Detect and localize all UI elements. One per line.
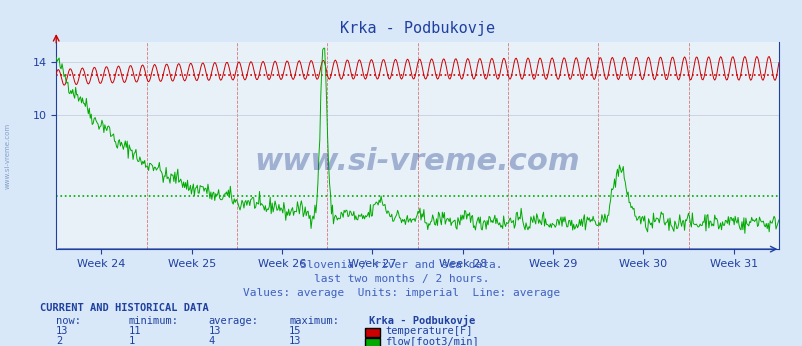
Text: maximum:: maximum:	[289, 316, 338, 326]
Text: 13: 13	[289, 336, 302, 346]
Text: 13: 13	[56, 326, 69, 336]
Text: 15: 15	[289, 326, 302, 336]
Text: Values: average  Units: imperial  Line: average: Values: average Units: imperial Line: av…	[242, 288, 560, 298]
Text: temperature[F]: temperature[F]	[385, 326, 472, 336]
Text: 13: 13	[209, 326, 221, 336]
Text: CURRENT AND HISTORICAL DATA: CURRENT AND HISTORICAL DATA	[40, 303, 209, 313]
Title: Krka - Podbukovje: Krka - Podbukovje	[339, 21, 495, 36]
Text: 1: 1	[128, 336, 135, 346]
Text: www.si-vreme.com: www.si-vreme.com	[5, 122, 11, 189]
Text: now:: now:	[56, 316, 81, 326]
Text: 2: 2	[56, 336, 63, 346]
Text: Slovenia / river and sea data.: Slovenia / river and sea data.	[300, 260, 502, 270]
Text: last two months / 2 hours.: last two months / 2 hours.	[314, 274, 488, 284]
Text: average:: average:	[209, 316, 258, 326]
Text: minimum:: minimum:	[128, 316, 178, 326]
Text: 11: 11	[128, 326, 141, 336]
Text: www.si-vreme.com: www.si-vreme.com	[254, 147, 580, 176]
Text: flow[foot3/min]: flow[foot3/min]	[385, 336, 479, 346]
Text: 4: 4	[209, 336, 215, 346]
Text: Krka - Podbukovje: Krka - Podbukovje	[369, 315, 475, 326]
